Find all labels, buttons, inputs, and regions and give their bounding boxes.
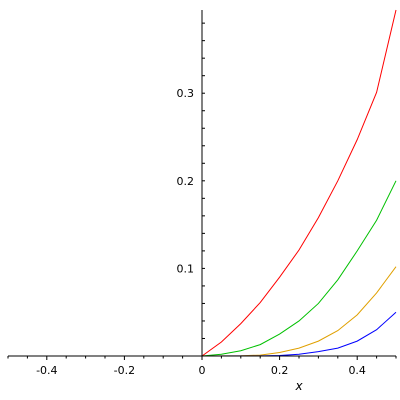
y-ticks: 0.1 0.2 0.3 xyxy=(177,22,205,339)
y-tick-label: 0.1 xyxy=(177,262,195,275)
x-tick-label: 0.4 xyxy=(348,364,366,377)
x-tick-label: -0.2 xyxy=(114,364,135,377)
series-line-1 xyxy=(8,9,397,357)
x-tick-label: -0.4 xyxy=(36,364,57,377)
x-ticks: -0.4 -0.2 0 0.2 0.4 xyxy=(7,356,397,377)
x-tick-label: 0.2 xyxy=(271,364,289,377)
series-line-2 xyxy=(8,180,397,357)
x-tick-label: 0 xyxy=(199,364,206,377)
y-tick-label: 0.3 xyxy=(177,87,195,100)
y-tick-label: 0.2 xyxy=(177,175,195,188)
x-axis-title: x xyxy=(294,379,303,393)
